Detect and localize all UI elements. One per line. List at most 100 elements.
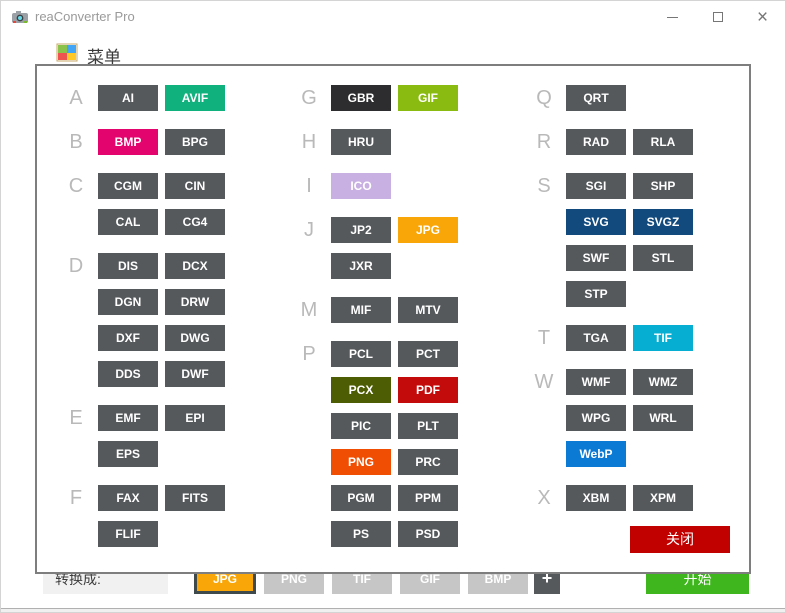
format-button-fax[interactable]: FAX <box>98 485 158 511</box>
format-button-flif[interactable]: FLIF <box>98 521 158 547</box>
format-button-ps[interactable]: PS <box>331 521 391 547</box>
group-letter: B <box>69 131 83 153</box>
format-button-swf[interactable]: SWF <box>566 245 626 271</box>
window-bottom-frame <box>1 608 785 612</box>
format-button-wpg[interactable]: WPG <box>566 405 626 431</box>
group-letter: H <box>301 131 317 153</box>
format-button-dis[interactable]: DIS <box>98 253 158 279</box>
format-button-pic[interactable]: PIC <box>331 413 391 439</box>
format-button-gbr[interactable]: GBR <box>331 85 391 111</box>
format-button-epi[interactable]: EPI <box>165 405 225 431</box>
format-button-hru[interactable]: HRU <box>331 129 391 155</box>
format-button-rad[interactable]: RAD <box>566 129 626 155</box>
format-button-mif[interactable]: MIF <box>331 297 391 323</box>
format-group-x: X XBM XPM <box>529 485 693 511</box>
format-button-drw[interactable]: DRW <box>165 289 225 315</box>
format-button-webp[interactable]: WebP <box>566 441 626 467</box>
convert-to-label: 转换成: <box>55 571 101 587</box>
group-letter: I <box>306 175 312 197</box>
menu-icon <box>55 41 79 65</box>
format-button-gif[interactable]: GIF <box>398 85 458 111</box>
format-button-cgm[interactable]: CGM <box>98 173 158 199</box>
format-grid: QRT <box>566 85 693 111</box>
format-button-xpm[interactable]: XPM <box>633 485 693 511</box>
format-column-1: A AI AVIF B BMP BPG C CGM CIN CAL CG4 D DIS DCX DGN DRW… <box>61 85 225 565</box>
format-button-cal[interactable]: CAL <box>98 209 158 235</box>
maximize-button[interactable] <box>695 1 740 33</box>
format-button-sgi[interactable]: SGI <box>566 173 626 199</box>
format-button-ico[interactable]: ICO <box>331 173 391 199</box>
format-button-pct[interactable]: PCT <box>398 341 458 367</box>
format-button-dcx[interactable]: DCX <box>165 253 225 279</box>
group-letter: G <box>301 87 317 109</box>
format-grid: XBM XPM <box>566 485 693 511</box>
format-grid: DIS DCX DGN DRW DXF DWG DDS DWF <box>98 253 225 387</box>
format-button-cin[interactable]: CIN <box>165 173 225 199</box>
group-letter: P <box>302 343 316 365</box>
format-button-tga[interactable]: TGA <box>566 325 626 351</box>
format-button-eps[interactable]: EPS <box>98 441 158 467</box>
format-button-dgn[interactable]: DGN <box>98 289 158 315</box>
format-button-avif[interactable]: AVIF <box>165 85 225 111</box>
format-button-dwf[interactable]: DWF <box>165 361 225 387</box>
format-button-shp[interactable]: SHP <box>633 173 693 199</box>
format-group-h: H HRU <box>294 129 458 155</box>
format-group-f: F FAX FITS FLIF <box>61 485 225 547</box>
convert-to-panel: 转换成: <box>43 564 168 594</box>
group-letter: T <box>537 327 551 349</box>
format-button-rla[interactable]: RLA <box>633 129 693 155</box>
format-button-jpg[interactable]: JPG <box>398 217 458 243</box>
format-button-qrt[interactable]: QRT <box>566 85 626 111</box>
format-button-mtv[interactable]: MTV <box>398 297 458 323</box>
format-button-xbm[interactable]: XBM <box>566 485 626 511</box>
format-group-r: R RAD RLA <box>529 129 693 155</box>
format-grid: FAX FITS FLIF <box>98 485 225 547</box>
format-button-psd[interactable]: PSD <box>398 521 458 547</box>
format-selection-dialog: A AI AVIF B BMP BPG C CGM CIN CAL CG4 D DIS DCX DGN DRW… <box>35 64 751 574</box>
format-group-a: A AI AVIF <box>61 85 225 111</box>
minimize-icon <box>667 16 678 18</box>
format-button-plt[interactable]: PLT <box>398 413 458 439</box>
format-button-wrl[interactable]: WRL <box>633 405 693 431</box>
format-button-jp2[interactable]: JP2 <box>331 217 391 243</box>
format-grid: MIF MTV <box>331 297 458 323</box>
close-window-button[interactable]: × <box>740 1 785 33</box>
format-button-png[interactable]: PNG <box>331 449 391 475</box>
format-button-cg4[interactable]: CG4 <box>165 209 225 235</box>
format-button-ai[interactable]: AI <box>98 85 158 111</box>
format-button-wmz[interactable]: WMZ <box>633 369 693 395</box>
format-group-c: C CGM CIN CAL CG4 <box>61 173 225 235</box>
format-group-d: D DIS DCX DGN DRW DXF DWG DDS DWF <box>61 253 225 387</box>
format-button-jxr[interactable]: JXR <box>331 253 391 279</box>
minimize-button[interactable] <box>650 1 695 33</box>
format-grid: SGI SHP SVG SVGZ SWF STL STP <box>566 173 693 307</box>
format-button-bpg[interactable]: BPG <box>165 129 225 155</box>
format-button-wmf[interactable]: WMF <box>566 369 626 395</box>
format-button-tif[interactable]: TIF <box>633 325 693 351</box>
format-button-svgz[interactable]: SVGZ <box>633 209 693 235</box>
dialog-close-button[interactable]: 关闭 <box>630 526 730 553</box>
format-button-ppm[interactable]: PPM <box>398 485 458 511</box>
format-button-fits[interactable]: FITS <box>165 485 225 511</box>
format-button-dwg[interactable]: DWG <box>165 325 225 351</box>
group-letter: S <box>537 175 551 197</box>
format-button-pcl[interactable]: PCL <box>331 341 391 367</box>
format-button-svg[interactable]: SVG <box>566 209 626 235</box>
format-button-pdf[interactable]: PDF <box>398 377 458 403</box>
format-column-3: Q QRT R RAD RLA S SGI SHP SVG SVGZ SWF STL STP T TGA TI… <box>529 85 693 529</box>
format-button-stl[interactable]: STL <box>633 245 693 271</box>
format-button-pcx[interactable]: PCX <box>331 377 391 403</box>
menu-button[interactable]: 菜单 <box>55 41 121 68</box>
format-button-emf[interactable]: EMF <box>98 405 158 431</box>
format-button-stp[interactable]: STP <box>566 281 626 307</box>
format-button-prc[interactable]: PRC <box>398 449 458 475</box>
format-group-i: I ICO <box>294 173 458 199</box>
format-button-pgm[interactable]: PGM <box>331 485 391 511</box>
format-button-bmp[interactable]: BMP <box>98 129 158 155</box>
format-button-dxf[interactable]: DXF <box>98 325 158 351</box>
format-button-dds[interactable]: DDS <box>98 361 158 387</box>
format-group-j: J JP2 JPG JXR <box>294 217 458 279</box>
format-grid: CGM CIN CAL CG4 <box>98 173 225 235</box>
format-grid: HRU <box>331 129 458 155</box>
